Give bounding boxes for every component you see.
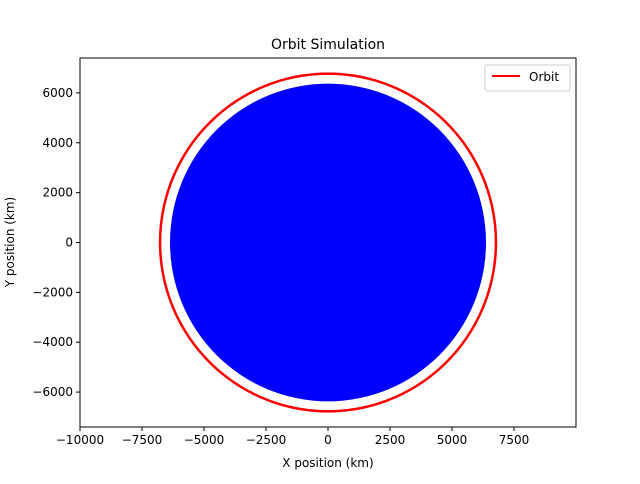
- x-tick-label: 7500: [499, 433, 530, 447]
- x-axis-label: X position (km): [282, 456, 373, 470]
- chart-title: Orbit Simulation: [271, 37, 385, 53]
- y-tick-label: 0: [65, 236, 73, 250]
- legend-label-orbit: Orbit: [529, 70, 559, 84]
- series-line-orbit: [158, 72, 498, 413]
- y-tick-label: −6000: [32, 385, 73, 399]
- legend-box: [484, 64, 571, 92]
- x-tick-label: 2500: [375, 433, 406, 447]
- x-tick-label: −5000: [184, 433, 225, 447]
- x-tick-label: −2500: [246, 433, 287, 447]
- x-tick-label: −7500: [122, 433, 163, 447]
- y-tick-label: −4000: [32, 335, 73, 349]
- legend: Orbit: [484, 64, 571, 92]
- x-tick-label: 5000: [437, 433, 468, 447]
- y-tick-label: 4000: [42, 136, 73, 150]
- planet: [169, 83, 487, 402]
- y-axis-label: Y position (km): [3, 197, 17, 289]
- y-tick-label: 6000: [42, 86, 73, 100]
- x-tick-label: 0: [324, 433, 332, 447]
- x-tick-label: −10000: [56, 433, 104, 447]
- y-tick-label: 2000: [42, 186, 73, 200]
- y-tick-label: −2000: [32, 285, 73, 299]
